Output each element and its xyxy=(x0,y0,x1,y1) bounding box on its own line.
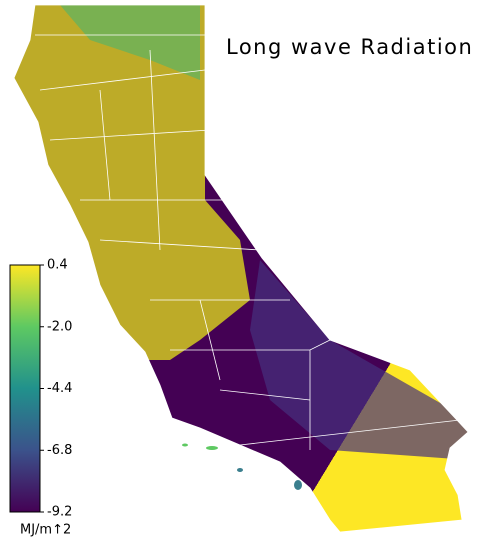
county-lines xyxy=(35,34,461,450)
colorbar xyxy=(9,264,41,513)
map-title: Long wave Radiation xyxy=(226,35,473,59)
island xyxy=(182,443,188,447)
island xyxy=(294,480,302,490)
colorbar-tick-label: -6.8 xyxy=(47,443,72,458)
map-fill-north xyxy=(14,5,250,360)
colorbar-tick-label: 0.4 xyxy=(47,258,68,273)
island xyxy=(206,446,218,450)
colorbar-tick-label: -2.0 xyxy=(47,319,72,334)
island xyxy=(237,468,243,472)
map-fill-mountains xyxy=(60,5,200,80)
colorbar-tick-label: -4.4 xyxy=(47,381,72,396)
colorbar-tick-label: -9.2 xyxy=(47,505,72,520)
colorbar-unit: MJ/m↑2 xyxy=(20,523,71,538)
map-fill-desert xyxy=(250,260,468,460)
